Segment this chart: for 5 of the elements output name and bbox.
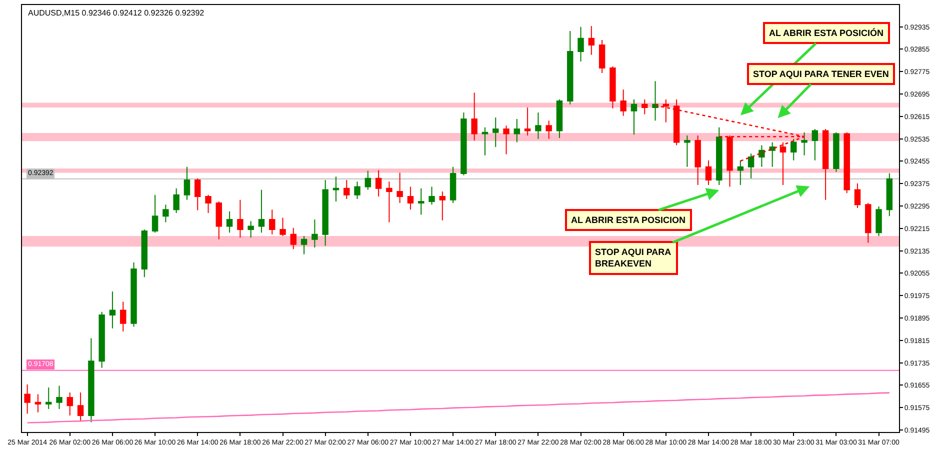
annotation: STOP AQUI PARA BREAKEVEN bbox=[595, 247, 672, 269]
annotation: STOP AQUI PARA TENER EVEN bbox=[753, 69, 889, 79]
annotation: AL ABRIR ESTA POSICIÓN bbox=[769, 28, 884, 38]
text: AUDUSD,M15 0.92346 0.92412 0.92326 0.92392 bbox=[28, 8, 205, 18]
annotation: AL ABRIR ESTA POSICION bbox=[571, 215, 686, 225]
